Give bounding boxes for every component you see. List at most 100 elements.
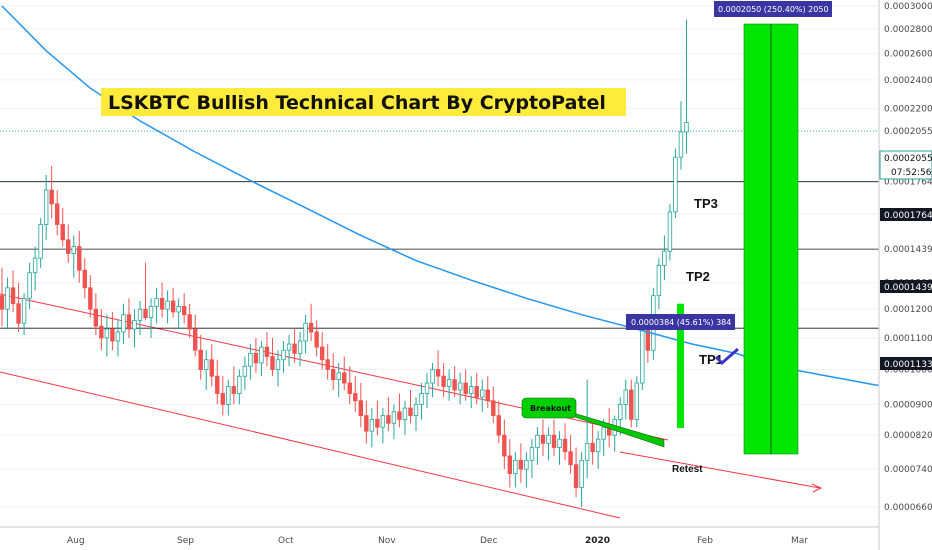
candle-body-82 [452, 379, 457, 391]
candle-79 [435, 350, 441, 387]
breakout-box [521, 397, 577, 419]
y-tick-3: 0.0000900 [884, 400, 932, 410]
candle-95 [524, 451, 529, 488]
small-target-box [677, 303, 684, 428]
candle-122 [673, 148, 678, 219]
moving-average-line [1, 5, 932, 395]
candle-body-70 [386, 415, 391, 424]
candle-15 [82, 258, 87, 299]
candle-106 [584, 379, 590, 479]
y-tick-14: 0.0002600 [884, 49, 932, 59]
candle-body-63 [347, 382, 352, 394]
tp2-label: TP2 [686, 269, 710, 284]
candle-body-68 [375, 419, 380, 428]
candle-111 [612, 415, 617, 452]
candle-74 [408, 389, 413, 424]
candle-87 [480, 379, 485, 412]
candle-body-6 [32, 257, 38, 274]
candle-body-79 [435, 369, 441, 377]
candle-body-3 [16, 303, 21, 324]
candle-104 [573, 447, 579, 498]
candle-72 [397, 393, 402, 428]
candle-92 [507, 439, 513, 488]
candle-83 [457, 372, 463, 405]
x-tick-mar: Mar [791, 536, 808, 546]
candle-101 [557, 431, 562, 465]
candle-body-122 [673, 156, 678, 213]
candle-77 [424, 372, 430, 409]
current-price-tag-bg [879, 150, 932, 180]
candle-body-75 [413, 403, 419, 416]
channel-arrowhead-icon [811, 483, 823, 493]
candle-115 [634, 376, 639, 428]
candle-body-67 [369, 419, 375, 432]
candle-body-36 [198, 349, 203, 370]
candle-57 [314, 320, 319, 357]
candle-103 [568, 435, 573, 474]
candle-body-85 [468, 386, 474, 394]
candle-body-114 [629, 389, 634, 420]
candle-17 [93, 293, 99, 335]
candle-body-27 [148, 306, 154, 318]
candle-body-9 [49, 189, 54, 205]
candle-body-105 [579, 459, 584, 488]
candle-60 [330, 353, 336, 390]
candle-10 [55, 190, 60, 236]
candle-body-124 [684, 122, 689, 133]
candle-42 [231, 366, 237, 405]
candle-body-25 [137, 308, 143, 321]
candle-body-123 [678, 131, 684, 158]
candle-38 [209, 344, 214, 387]
y-tick-0: 0.0000660 [884, 503, 932, 513]
candle-99 [546, 427, 551, 461]
candle-body-106 [584, 442, 590, 461]
candle-75 [413, 397, 419, 432]
candle-body-23 [126, 314, 132, 330]
x-tick-aug: Aug [67, 536, 85, 546]
candle-55 [303, 314, 308, 354]
candle-body-56 [308, 322, 314, 333]
candle-body-13 [71, 246, 76, 254]
candle-46 [253, 337, 259, 373]
measure-big-bg [714, 1, 832, 17]
candle-body-71 [391, 411, 397, 424]
candle-body-47 [259, 346, 264, 364]
candle-body-58 [319, 346, 325, 361]
candle-body-42 [231, 386, 237, 394]
candle-body-73 [402, 407, 408, 420]
candle-16 [88, 275, 93, 318]
candle-body-61 [336, 372, 341, 380]
candle-25 [137, 301, 143, 335]
tp1-price-tag-text: 0.0001133 [884, 360, 932, 370]
candle-body-86 [474, 386, 479, 398]
candle-70 [386, 397, 391, 432]
candle-body-121 [667, 211, 673, 252]
annotations-layer [677, 23, 799, 455]
measure-small-bg [626, 314, 735, 330]
candle-80 [441, 362, 446, 398]
candle-body-54 [297, 340, 303, 354]
candle-body-119 [656, 264, 662, 297]
candle-62 [342, 356, 347, 390]
candle-68 [375, 400, 380, 436]
candle-body-41 [226, 386, 231, 405]
candle-body-77 [424, 382, 430, 394]
candle-body-96 [529, 447, 535, 461]
candle-body-87 [480, 389, 485, 398]
candle-98 [540, 419, 546, 456]
measure-small: 0.0000384 (45.61%) 384 [626, 314, 735, 330]
candle-body-64 [353, 393, 358, 402]
candle-84 [463, 369, 468, 401]
candle-121 [667, 203, 673, 261]
candle-123 [678, 101, 684, 170]
candle-49 [270, 337, 275, 377]
candle-23 [126, 298, 132, 338]
candle-body-83 [457, 382, 463, 391]
candle-7 [38, 218, 43, 268]
candle-body-91 [502, 434, 507, 457]
tp3-price-tag-bg [880, 208, 932, 221]
candles-layer [0, 19, 689, 507]
candle-body-59 [325, 359, 330, 370]
candle-body-107 [590, 442, 595, 453]
candle-47 [259, 340, 264, 377]
